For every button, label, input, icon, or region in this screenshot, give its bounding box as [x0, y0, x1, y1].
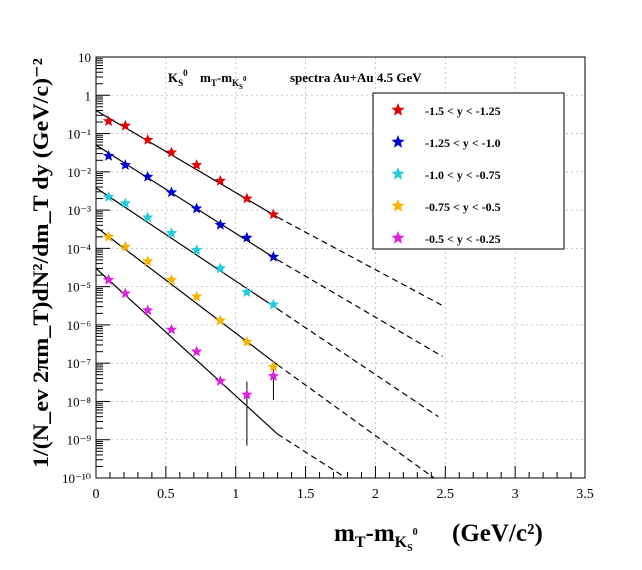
y-tick-label: 10⁻² — [67, 165, 91, 180]
data-point — [141, 255, 154, 267]
data-points — [102, 115, 280, 400]
svg-text:mT-mKS0: mT-mKS0 — [334, 520, 418, 554]
legend-marker — [391, 167, 405, 180]
axis-ticks: 0 0.5 1 1.5 2 2.5 3 3.5 10 1 10⁻¹ 10⁻² 10⁻³ 10⁻⁴ 10⁻⁵ 1… — [62, 50, 594, 502]
data-point — [190, 159, 203, 170]
legend-marker — [391, 135, 405, 148]
legend-label: -1.0 < y < -0.75 — [425, 168, 501, 182]
data-point — [190, 202, 203, 214]
x-axis-label: (GeV/c²) — [452, 520, 543, 547]
legend-frame — [372, 92, 565, 250]
data-point — [102, 190, 115, 202]
data-point — [267, 208, 280, 220]
legend: -1.5 < y < -1.25 -1.25 < y < -1.0 -1.0 < y… — [372, 92, 565, 250]
fit-line-dashed — [277, 433, 347, 479]
data-point — [267, 370, 280, 381]
data-point — [241, 286, 253, 297]
data-point — [267, 360, 280, 372]
y-tick-label: 10 — [78, 50, 91, 65]
legend-marker — [391, 199, 405, 212]
x-tick-label: 0.5 — [157, 487, 175, 502]
y-tick-label: 10⁻⁹ — [67, 433, 92, 448]
y-tick-label: 10⁻³ — [67, 203, 91, 218]
legend-label: -1.5 < y < -1.25 — [425, 104, 501, 118]
data-point — [165, 227, 178, 238]
data-point — [165, 273, 178, 285]
data-point — [267, 250, 280, 262]
data-point — [102, 273, 115, 285]
data-point — [214, 174, 227, 186]
y-axis-label: 1/(N_ev 2πm_T)dN²/dm_T dy (GeV/c)⁻² — [28, 58, 53, 468]
data-point — [165, 323, 178, 335]
data-point — [141, 211, 154, 223]
legend-marker — [391, 103, 405, 116]
title-kaon-symbol: KS0 — [168, 68, 188, 88]
data-point — [241, 231, 253, 243]
data-point — [141, 133, 154, 145]
x-tick-label: 3 — [512, 487, 519, 502]
fit-line-dashed — [277, 259, 443, 357]
x-tick-label: 1 — [232, 487, 239, 502]
y-tick-label: 10⁻⁷ — [67, 356, 91, 371]
x-tick-label: 2 — [372, 487, 379, 502]
data-point — [119, 119, 132, 131]
legend-label: -1.25 < y < -1.0 — [425, 136, 501, 150]
fit-line-dashed — [277, 364, 435, 479]
data-point — [119, 159, 132, 170]
x-tick-label: 2.5 — [437, 487, 455, 502]
data-point — [141, 170, 154, 182]
data-point — [102, 115, 115, 127]
data-point — [141, 304, 154, 316]
data-point — [190, 345, 203, 357]
data-point — [241, 388, 253, 400]
data-point — [119, 197, 132, 209]
plot-frame — [95, 56, 586, 479]
data-point — [165, 146, 178, 158]
data-point — [190, 290, 203, 302]
y-tick-label: 10⁻⁴ — [67, 241, 92, 256]
data-point — [267, 298, 280, 310]
y-tick-label: 10⁻¹ — [67, 127, 91, 142]
data-point — [214, 314, 227, 326]
legend-label: -0.75 < y < -0.5 — [425, 200, 501, 214]
y-tick-label: 1 — [85, 88, 92, 103]
data-point — [102, 149, 115, 161]
x-tick-label: 3.5 — [576, 487, 594, 502]
y-tick-label: 10⁻⁶ — [67, 318, 91, 333]
x-tick-label: 0 — [93, 487, 100, 502]
title-mt: mT-mKS0 — [200, 70, 247, 91]
chart-title: spectra Au+Au 4.5 GeV — [290, 70, 422, 85]
data-point — [241, 192, 253, 204]
data-point — [102, 230, 115, 242]
x-axis-title: mT-mKS0 (GeV/c²) — [334, 520, 543, 554]
y-tick-label: 10⁻¹⁰ — [62, 471, 91, 486]
fit-line-dashed — [277, 216, 443, 307]
y-tick-label: 10⁻⁵ — [67, 280, 91, 295]
legend-label: -0.5 < y < -0.25 — [425, 232, 501, 246]
error-bars — [246, 366, 274, 446]
data-point — [214, 218, 227, 230]
data-point — [119, 240, 132, 252]
data-point — [214, 262, 227, 274]
data-point — [241, 335, 253, 347]
data-point — [190, 244, 203, 255]
data-point — [165, 186, 178, 198]
y-tick-label: 10⁻⁸ — [67, 394, 92, 409]
data-point — [214, 375, 227, 386]
title-box: KS0 mT-mKS0 spectra Au+Au 4.5 GeV — [168, 68, 422, 91]
fit-line-dashed — [277, 308, 439, 418]
data-point — [119, 287, 132, 299]
x-tick-label: 1.5 — [297, 487, 315, 502]
legend-marker — [391, 231, 405, 244]
